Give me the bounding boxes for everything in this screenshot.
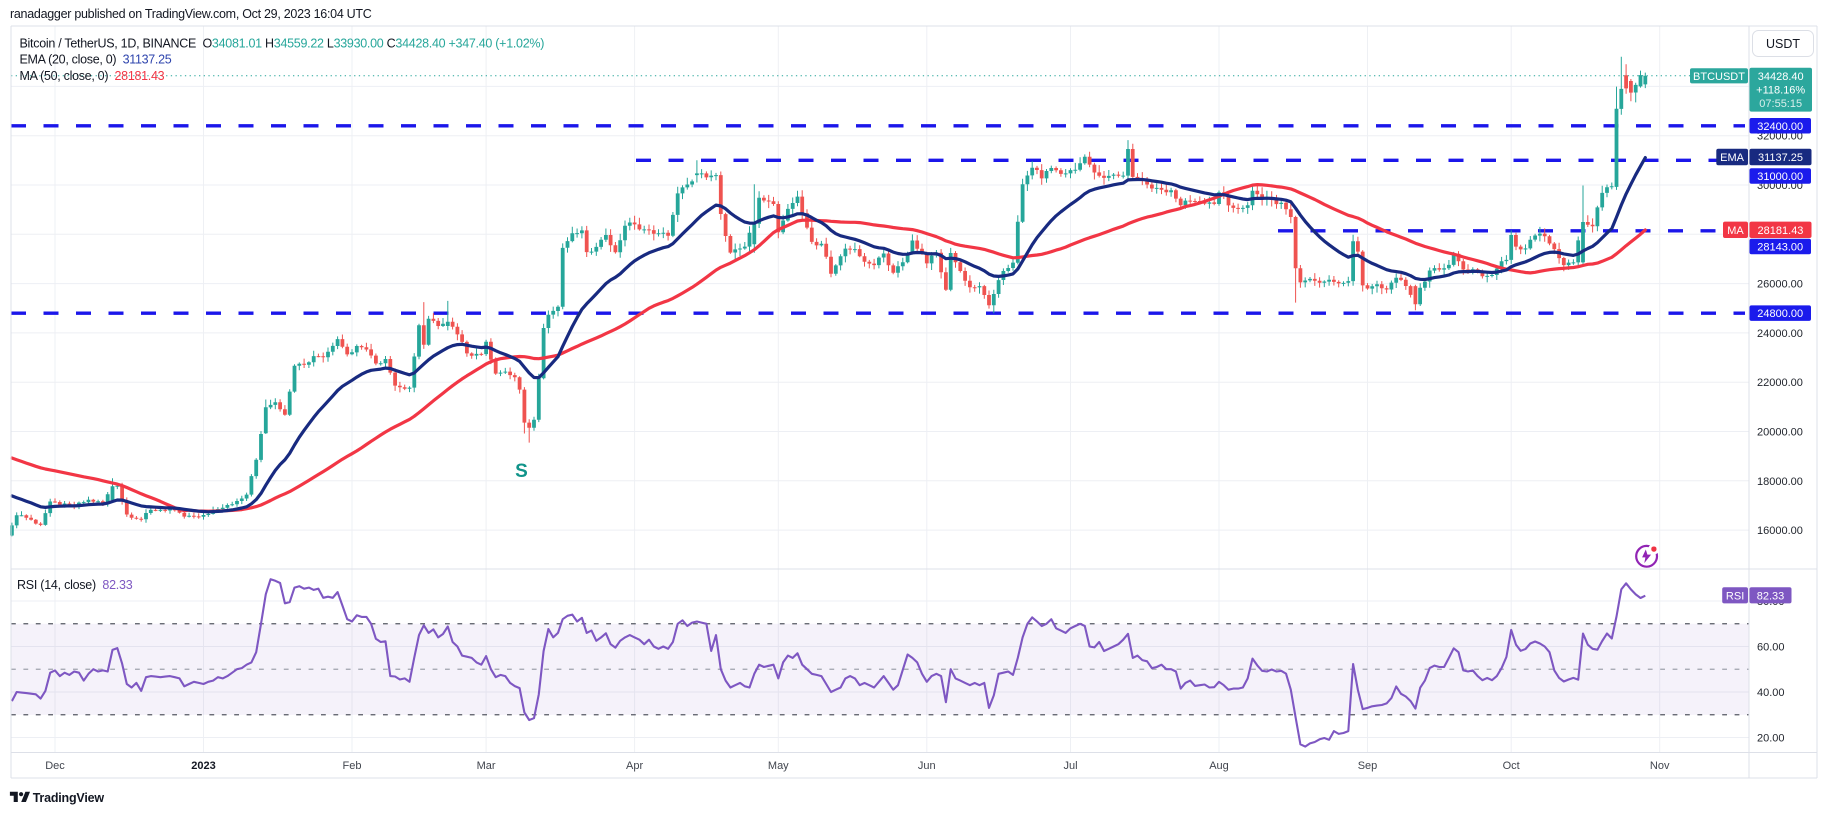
svg-text:USDT: USDT [1766,37,1800,51]
svg-text:Bitcoin / TetherUS, 1D, BINANC: Bitcoin / TetherUS, 1D, BINANCE O34081.0… [20,37,545,51]
svg-text:+118.16%: +118.16% [1756,84,1805,96]
svg-text:24000.00: 24000.00 [1757,328,1803,340]
svg-text:MA (50, close, 0) 28181.43: MA (50, close, 0) 28181.43 [20,69,165,83]
svg-text:EMA (20, close, 0) 31137.25: EMA (20, close, 0) 31137.25 [20,53,172,67]
svg-text:32000.00: 32000.00 [1757,131,1803,143]
svg-text:TradingView: TradingView [33,791,105,805]
svg-text:24800.00: 24800.00 [1757,308,1803,320]
svg-text:Aug: Aug [1209,760,1229,772]
svg-text:40.00: 40.00 [1757,687,1785,699]
svg-text:S: S [515,461,528,482]
svg-text:2023: 2023 [191,760,215,772]
svg-text:82.33: 82.33 [1757,590,1785,602]
svg-text:07:55:15: 07:55:15 [1759,98,1802,110]
svg-text:EMA: EMA [1720,152,1745,164]
svg-text:18000.00: 18000.00 [1757,476,1803,488]
svg-text:MA: MA [1727,225,1744,237]
svg-text:28181.43: 28181.43 [1758,225,1804,237]
svg-text:Jun: Jun [918,760,936,772]
svg-text:Apr: Apr [626,760,643,772]
svg-text:31137.25: 31137.25 [1758,152,1803,164]
svg-text:ranadagger published on Tradin: ranadagger published on TradingView.com,… [10,7,372,21]
svg-text:20000.00: 20000.00 [1757,427,1803,439]
svg-text:RSI: RSI [1726,590,1744,602]
svg-text:26000.00: 26000.00 [1757,279,1803,291]
svg-text:Sep: Sep [1358,760,1378,772]
svg-text:Jul: Jul [1063,760,1077,772]
svg-text:Nov: Nov [1650,760,1670,772]
svg-text:32400.00: 32400.00 [1757,121,1803,133]
svg-text:60.00: 60.00 [1757,642,1785,654]
svg-text:28143.00: 28143.00 [1757,242,1803,254]
svg-text:31000.00: 31000.00 [1757,171,1803,183]
svg-text:May: May [768,760,789,772]
svg-text:34428.40: 34428.40 [1758,71,1804,83]
svg-text:16000.00: 16000.00 [1757,525,1803,537]
svg-text:RSI (14, close) 82.33: RSI (14, close) 82.33 [17,578,133,592]
svg-text:22000.00: 22000.00 [1757,377,1803,389]
svg-text:Oct: Oct [1503,760,1520,772]
svg-text:BTCUSDT: BTCUSDT [1693,71,1745,83]
svg-text:20.00: 20.00 [1757,733,1785,745]
svg-text:Mar: Mar [477,760,496,772]
svg-text:Feb: Feb [343,760,362,772]
svg-text:Dec: Dec [45,760,65,772]
